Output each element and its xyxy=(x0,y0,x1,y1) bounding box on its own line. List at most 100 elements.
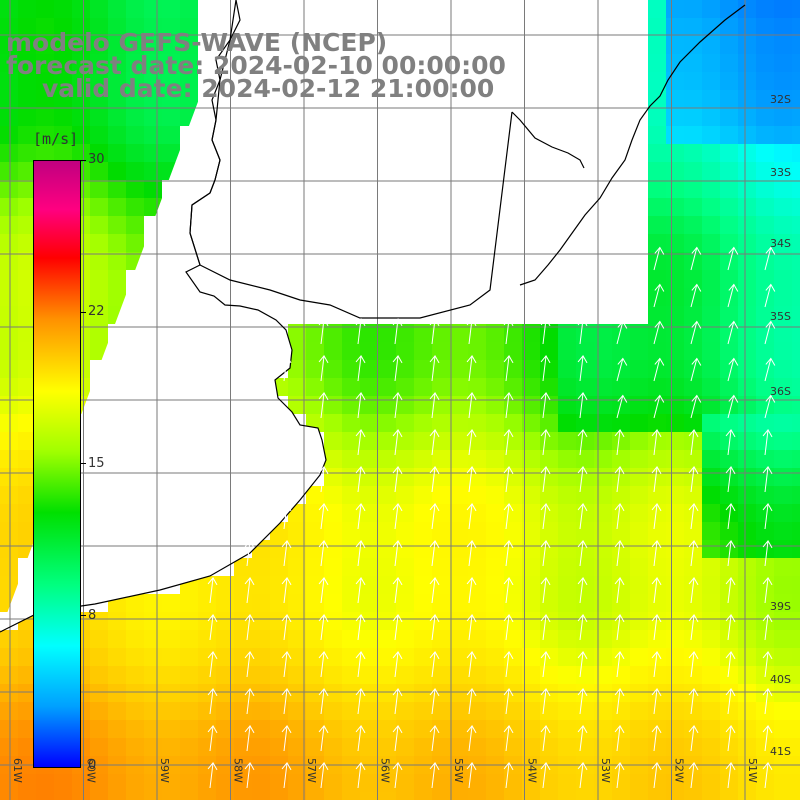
wind-arrow-head xyxy=(725,466,736,475)
ocean-cell xyxy=(648,774,666,792)
ocean-cell xyxy=(234,594,252,612)
ocean-cell xyxy=(558,486,576,504)
ocean-cell xyxy=(288,360,306,378)
latitude-label: 40S xyxy=(770,673,791,686)
ocean-cell xyxy=(630,396,648,414)
wind-arrow-head xyxy=(688,540,699,549)
wind-arrow xyxy=(764,614,769,641)
wind-arrow-head xyxy=(392,540,403,549)
ocean-cell xyxy=(90,198,108,216)
wind-arrow-head xyxy=(466,725,477,734)
ocean-cell xyxy=(738,666,756,684)
ocean-cell xyxy=(756,72,774,90)
ocean-cell xyxy=(540,576,558,594)
ocean-cell xyxy=(288,342,306,360)
ocean-cell xyxy=(612,522,630,540)
wind-arrow xyxy=(542,688,547,715)
wind-arrow-head xyxy=(466,540,477,549)
ocean-cell xyxy=(558,522,576,540)
ocean-cell xyxy=(792,288,800,306)
ocean-cell xyxy=(216,648,234,666)
ocean-cell xyxy=(558,774,576,792)
ocean-cell xyxy=(450,594,468,612)
ocean-cell xyxy=(738,162,756,180)
ocean-cell xyxy=(360,360,378,378)
wind-arrow-head xyxy=(429,503,440,512)
ocean-cell xyxy=(576,504,594,522)
ocean-cell xyxy=(774,72,792,90)
ocean-cell xyxy=(234,702,252,720)
ocean-cell xyxy=(774,540,792,558)
ocean-cell xyxy=(162,684,180,702)
ocean-cell xyxy=(108,0,126,18)
ocean-cell xyxy=(126,18,144,36)
ocean-cell xyxy=(234,630,252,648)
wind-arrow-head xyxy=(429,651,440,660)
wind-arrow-head xyxy=(762,651,773,660)
longitude-label: 53W xyxy=(599,758,612,783)
ocean-cell xyxy=(18,630,36,648)
ocean-cell xyxy=(630,558,648,576)
ocean-cell xyxy=(486,324,504,342)
ocean-cell xyxy=(198,594,216,612)
ocean-cell xyxy=(270,612,288,630)
wind-arrow-head xyxy=(577,614,588,623)
ocean-cell xyxy=(774,270,792,288)
ocean-cell xyxy=(108,108,126,126)
wind-arrow xyxy=(653,540,658,567)
ocean-cell xyxy=(252,792,270,800)
ocean-cell xyxy=(540,378,558,396)
ocean-cell xyxy=(270,702,288,720)
ocean-cell xyxy=(684,216,702,234)
ocean-cell xyxy=(54,774,72,792)
ocean-cell xyxy=(306,540,324,558)
ocean-cell xyxy=(324,360,342,378)
ocean-cell xyxy=(414,504,432,522)
ocean-cell xyxy=(288,324,306,342)
ocean-cell xyxy=(288,738,306,756)
ocean-cell xyxy=(90,774,108,792)
ocean-cell xyxy=(702,774,720,792)
wind-arrow-head xyxy=(688,762,699,771)
ocean-cell xyxy=(288,576,306,594)
ocean-cell xyxy=(540,558,558,576)
ocean-cell xyxy=(702,126,720,144)
ocean-cell xyxy=(18,360,36,378)
longitude-label: 60W xyxy=(85,758,98,783)
ocean-cell xyxy=(522,432,540,450)
ocean-cell xyxy=(774,558,792,576)
ocean-cell xyxy=(90,90,108,108)
ocean-cell xyxy=(558,684,576,702)
ocean-cell xyxy=(630,504,648,522)
title-valid-date: valid date: 2024-02-12 21:00:00 xyxy=(42,74,495,103)
wind-arrow xyxy=(357,429,362,456)
wind-arrow-head xyxy=(466,577,477,586)
wind-arrow-head xyxy=(318,725,329,734)
ocean-cell xyxy=(378,342,396,360)
ocean-cell xyxy=(702,288,720,306)
ocean-cell xyxy=(0,36,18,54)
ocean-cell xyxy=(342,450,360,468)
ocean-cell xyxy=(396,630,414,648)
wind-arrow xyxy=(320,577,325,604)
ocean-cell xyxy=(198,702,216,720)
ocean-cell xyxy=(72,90,90,108)
ocean-cell xyxy=(720,792,738,800)
ocean-cell xyxy=(576,414,594,432)
ocean-cell xyxy=(342,396,360,414)
ocean-cell xyxy=(792,540,800,558)
ocean-cell xyxy=(684,324,702,342)
ocean-cell xyxy=(612,792,630,800)
ocean-cell xyxy=(162,108,180,126)
ocean-cell xyxy=(756,216,774,234)
wind-arrow-head xyxy=(503,762,514,771)
ocean-cell xyxy=(720,630,738,648)
ocean-cell xyxy=(504,774,522,792)
wind-arrow-head xyxy=(503,355,514,364)
ocean-cell xyxy=(342,414,360,432)
ocean-cell xyxy=(90,270,108,288)
ocean-cell xyxy=(720,162,738,180)
wind-arrow xyxy=(320,762,325,789)
ocean-cell xyxy=(684,720,702,738)
ocean-cell xyxy=(36,72,54,90)
